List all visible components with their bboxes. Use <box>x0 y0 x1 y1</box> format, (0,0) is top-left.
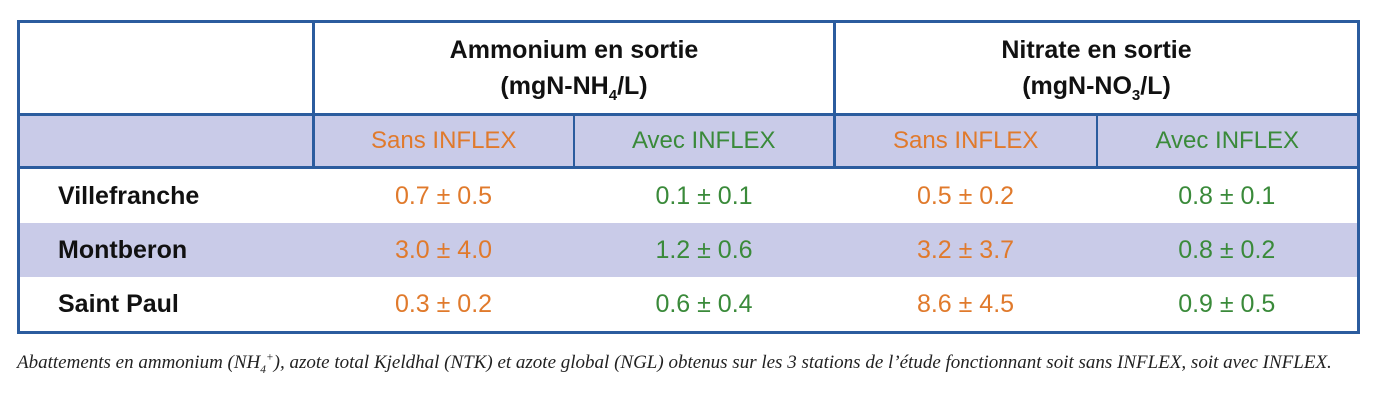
group-header-nitrate: Nitrate en sortie (mgN-NO3/L) <box>833 21 1359 116</box>
group-header-title: Ammonium en sortie <box>449 36 699 64</box>
site-name: Villefranche <box>58 181 200 210</box>
group-header-title: Nitrate en sortie <box>1001 36 1192 64</box>
table-caption: Abattements en ammonium (NH4+), azote to… <box>17 351 1332 376</box>
group-header-row: Ammonium en sortie (mgN-NH4/L) Nitrate e… <box>18 21 1359 116</box>
value-cell: 3.2 ± 3.7 <box>834 223 1097 277</box>
results-table-container: Ammonium en sortie (mgN-NH4/L) Nitrate e… <box>17 20 1360 334</box>
table-row: Villefranche 0.7 ± 0.5 0.1 ± 0.1 0.5 ± 0… <box>19 168 1359 224</box>
site-name: Montberon <box>18 223 314 277</box>
sub-header-avec-inflex: Avec INFLEX <box>1095 114 1359 169</box>
sub-header-avec-inflex: Avec INFLEX <box>572 114 835 169</box>
value-cell: 0.8 ± 0.1 <box>1178 181 1276 210</box>
value-cell: 0.3 ± 0.2 <box>394 289 493 318</box>
value-cell: 1.2 ± 0.6 <box>573 223 835 277</box>
sub-header-sans-inflex: Sans INFLEX <box>833 114 1097 169</box>
results-table: Ammonium en sortie (mgN-NH4/L) Nitrate e… <box>17 20 1360 334</box>
value-cell: 8.6 ± 4.5 <box>916 289 1015 318</box>
group-header-unit: (mgN-NH4/L) <box>500 72 648 104</box>
table-row: Saint Paul 0.3 ± 0.2 0.6 ± 0.4 8.6 ± 4.5… <box>19 277 1359 333</box>
group-header-unit: (mgN-NO3/L) <box>1022 72 1171 104</box>
value-cell: 0.5 ± 0.2 <box>916 181 1015 210</box>
site-name: Saint Paul <box>58 289 179 318</box>
corner-cell <box>18 21 314 116</box>
sub-header-row: Sans INFLEX Avec INFLEX Sans INFLEX Avec… <box>18 114 1359 169</box>
sub-header-sans-inflex: Sans INFLEX <box>312 114 574 169</box>
value-cell: 3.0 ± 4.0 <box>313 223 574 277</box>
value-cell: 0.9 ± 0.5 <box>1178 289 1276 318</box>
value-cell: 0.7 ± 0.5 <box>394 181 493 210</box>
sub-header-blank <box>18 114 314 169</box>
value-cell: 0.1 ± 0.1 <box>655 181 753 210</box>
table-row: Montberon 3.0 ± 4.0 1.2 ± 0.6 3.2 ± 3.7 … <box>18 223 1359 277</box>
value-cell: 0.6 ± 0.4 <box>655 289 753 318</box>
value-cell: 0.8 ± 0.2 <box>1096 223 1359 277</box>
group-header-ammonium: Ammonium en sortie (mgN-NH4/L) <box>312 21 835 116</box>
